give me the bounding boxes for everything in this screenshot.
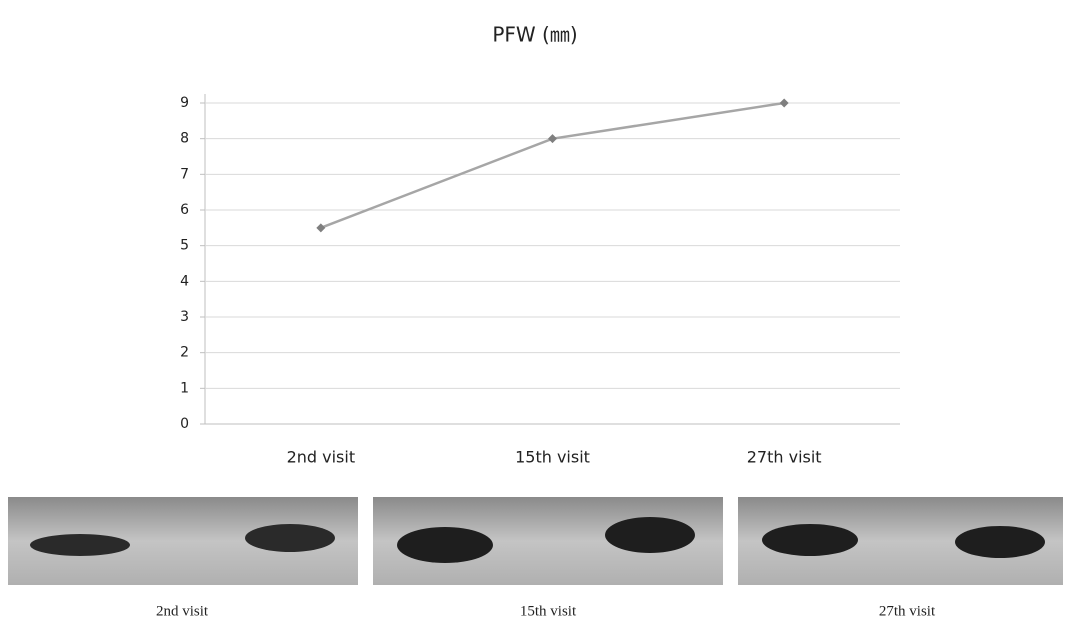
y-tick-label: 8 bbox=[180, 131, 189, 147]
y-tick-label: 7 bbox=[180, 166, 189, 182]
marker bbox=[780, 99, 789, 108]
chart: PFW (㎜) 2nd visit 15th visit 27th visit … bbox=[0, 0, 1071, 625]
y-tick-label: 1 bbox=[180, 380, 189, 396]
y-tick-label: 3 bbox=[180, 309, 189, 325]
photo bbox=[8, 497, 358, 585]
photo-caption: 2nd visit bbox=[156, 603, 209, 619]
line bbox=[321, 103, 784, 228]
photo-caption: 15th visit bbox=[520, 603, 577, 619]
photo-caption: 27th visit bbox=[879, 603, 936, 619]
x-tick-label: 2nd visit bbox=[287, 448, 356, 467]
x-tick-label: 15th visit bbox=[515, 448, 590, 467]
y-tick-label: 0 bbox=[180, 416, 189, 432]
marker bbox=[316, 223, 325, 232]
chart-title: PFW (㎜) bbox=[492, 23, 577, 47]
y-tick-label: 2 bbox=[180, 345, 189, 361]
y-tick-label: 6 bbox=[180, 202, 189, 218]
photo bbox=[738, 497, 1063, 585]
x-tick-label: 27th visit bbox=[747, 448, 822, 467]
photo bbox=[373, 497, 723, 585]
y-tick-label: 5 bbox=[180, 238, 189, 254]
y-tick-label: 9 bbox=[180, 95, 189, 111]
marker bbox=[548, 134, 557, 143]
y-tick-label: 4 bbox=[180, 273, 189, 289]
